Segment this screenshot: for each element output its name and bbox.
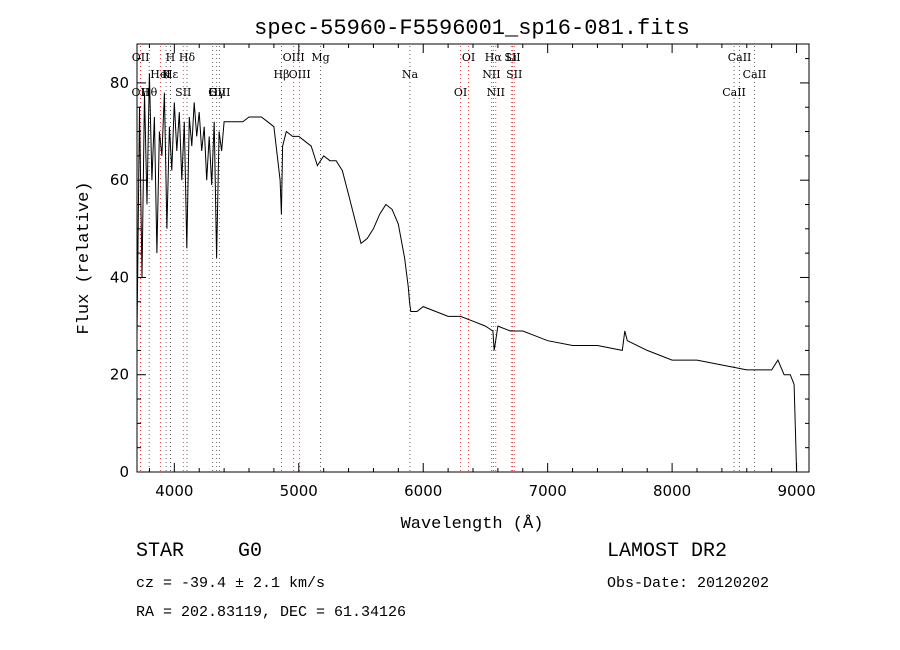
line-label: Mg — [311, 51, 329, 64]
line-label: CaII — [743, 68, 767, 81]
coords-text: RA = 202.83119, DEC = 61.34126 — [136, 604, 407, 621]
line-label: NII — [482, 68, 500, 81]
y-tick-label: 60 — [110, 171, 129, 189]
line-label: OIII — [283, 51, 305, 64]
line-label: OI — [454, 86, 467, 99]
x-axis: 4000 5000 6000 7000 8000 9000 — [148, 44, 816, 500]
line-label: OIII — [208, 86, 230, 99]
y-axis: 0 20 40 60 80 — [110, 58, 809, 481]
line-label: OII — [132, 86, 150, 99]
line-marker-group — [139, 46, 755, 471]
line-label: HeI — [150, 68, 170, 81]
line-label: Hε — [163, 68, 179, 81]
y-axis-label: Flux (relative) — [75, 181, 94, 334]
x-tick-label: 6000 — [404, 482, 442, 500]
plot-frame — [136, 43, 810, 473]
line-label: CaII — [722, 86, 746, 99]
line-label: K — [162, 68, 171, 81]
y-tick-label: 20 — [110, 366, 129, 384]
line-label: NII — [487, 86, 505, 99]
line-label: Hα — [485, 51, 503, 64]
line-label: Hδ — [179, 51, 196, 64]
line-label: SII — [506, 68, 522, 81]
line-label: SII — [504, 51, 520, 64]
line-label-group: HαHβHγHδHεHθHKGMgNaCaIICaIICaIIOIIOIIHeI… — [132, 51, 767, 99]
redshift-text: cz = -39.4 ± 2.1 km/s — [136, 575, 326, 592]
line-label: OIII — [289, 68, 311, 81]
obs-date-text: Obs-Date: 20120202 — [607, 575, 770, 592]
line-label: OII — [132, 51, 150, 64]
line-label: H — [166, 51, 176, 64]
chart-title: spec-55960-F5596001_sp16-081.fits — [254, 16, 690, 41]
y-tick-label: 80 — [110, 74, 129, 92]
x-tick-label: 4000 — [155, 482, 193, 500]
line-label: CaII — [728, 51, 752, 64]
line-label: Hβ — [274, 68, 290, 81]
line-label: G — [208, 86, 217, 99]
line-label: SII — [175, 86, 191, 99]
x-tick-label: 7000 — [529, 482, 567, 500]
x-tick-label: 9000 — [777, 482, 815, 500]
line-label: Hγ — [209, 86, 226, 99]
line-label: OI — [462, 51, 475, 64]
class-label: STAR — [136, 540, 185, 563]
survey-label: LAMOST DR2 — [607, 540, 728, 563]
y-tick-label: 0 — [119, 463, 129, 481]
subclass-label: G0 — [238, 540, 263, 563]
x-tick-label: 8000 — [653, 482, 691, 500]
y-tick-label: 40 — [110, 268, 129, 286]
line-label: Na — [402, 68, 419, 81]
x-axis-label: Wavelength (Å) — [401, 515, 544, 534]
x-tick-label: 5000 — [280, 482, 318, 500]
line-label: Li — [506, 51, 517, 64]
spectrum-line — [136, 73, 798, 473]
